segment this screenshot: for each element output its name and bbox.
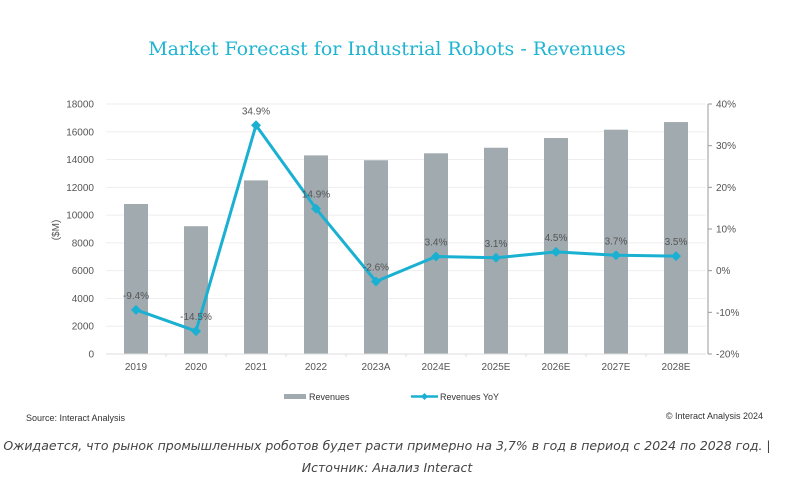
yoy-data-label: 14.9% [302,190,330,201]
bar-2027E [604,129,628,354]
yoy-data-label: 34.9% [242,106,270,117]
y2-tick-label: 20% [716,183,736,194]
bar-2021 [244,180,268,354]
yoy-data-label: 3.1% [485,239,508,250]
y-tick-label: 14000 [66,155,94,166]
yoy-data-label: 3.7% [605,236,628,247]
yoy-point-2026E [551,246,561,257]
yoy-line: -9.4% -14.5% 34.9% 14.9% -2.6% 3.4% 3.1% 4.5% 3.… [123,106,688,337]
x-tick-label: 2023A [362,362,391,373]
legend: Revenues Revenues YoY [284,392,499,402]
y-tick-label: 2000 [72,322,95,333]
yoy-point-2020 [191,326,201,337]
yoy-data-label: -2.6% [363,263,389,274]
y-tick-label: 6000 [72,266,95,277]
yoy-point-2024E [431,251,441,262]
axes: 0 2000 4000 6000 8000 10000 12000 14000 16000 180… [66,100,739,374]
yoy-data-label: -9.4% [123,291,149,302]
yoy-point-2027E [611,250,621,261]
legend-swatch-revenues [284,394,306,399]
yoy-line-path [135,123,677,333]
yoy-point-2022 [311,203,321,214]
x-tick-label: 2020 [185,362,208,373]
bar-2023A [364,160,388,354]
y-tick-label: 18000 [66,100,94,111]
y2-tick-label: 10% [716,225,736,236]
x-tick-label: 2028E [662,362,691,373]
x-tick-label: 2021 [245,362,268,373]
y-tick-label: 10000 [66,211,94,222]
source-note: Source: Interact Analysis [26,413,126,423]
bar-2019 [124,204,148,354]
bar-2025E [484,147,508,354]
bar-2028E [664,122,688,354]
legend-label-yoy: Revenues YoY [440,392,499,402]
caption-line-1: Ожидается, что рынок промышленных робото… [3,438,770,453]
x-tick-label: 2025E [482,362,511,373]
y-tick-label: 12000 [66,183,94,194]
yoy-point-2023A [371,276,381,287]
yoy-point-2021 [251,120,261,131]
yoy-data-label: -14.5% [180,312,212,323]
x-tick-label: 2022 [305,362,328,373]
y2-tick-label: 40% [716,100,736,111]
x-tick-label: 2027E [602,362,631,373]
caption-line-2: Источник: Анализ Interact [302,460,474,475]
y2-tick-label: 30% [716,141,736,152]
y-axis-label: ($M) [51,220,62,241]
yoy-point-2025E [491,252,501,263]
bar-2022 [304,155,328,354]
x-tick-label: 2026E [542,362,571,373]
y2-tick-label: -20% [716,350,739,361]
x-tick-label: 2024E [422,362,451,373]
yoy-data-label: 4.5% [545,233,568,244]
x-tick-label: 2019 [125,362,148,373]
y-tick-label: 8000 [72,238,95,249]
legend-marker-icon [421,393,428,400]
yoy-data-label: 3.4% [425,238,448,249]
y-tick-label: 0 [88,350,94,361]
y-tick-label: 4000 [72,294,95,305]
y2-tick-label: 0% [716,266,731,277]
legend-label-revenues: Revenues [309,392,350,402]
yoy-point-2019 [131,304,141,315]
chart-title: Market Forecast for Industrial Robots - … [148,38,626,60]
copyright-note: © Interact Analysis 2024 [666,411,763,421]
y2-tick-label: -10% [716,308,739,319]
yoy-point-2028E [671,251,681,262]
bar-2026E [544,138,568,354]
y-tick-label: 16000 [66,127,94,138]
yoy-data-label: 3.5% [665,237,688,248]
